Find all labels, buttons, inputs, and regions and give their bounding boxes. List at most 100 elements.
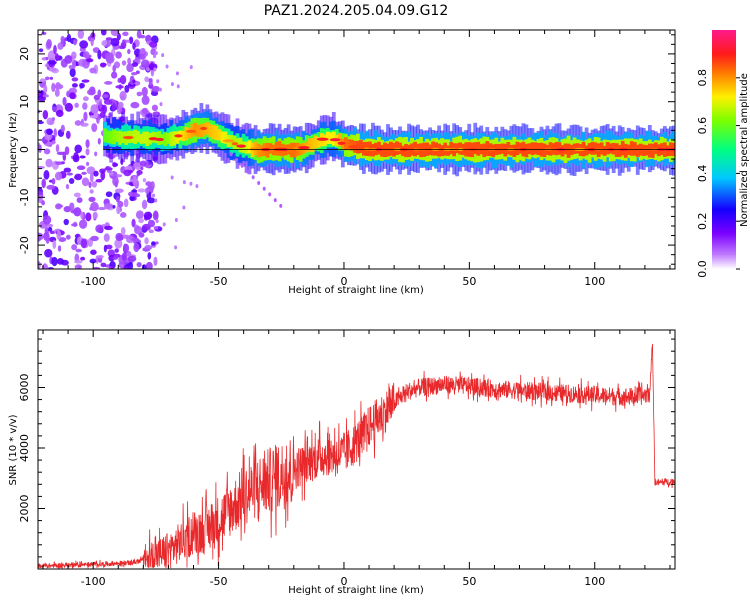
spectral-noise-point <box>51 256 58 267</box>
colorbar-tick-label: 0.8 <box>696 69 709 87</box>
ridge-cell <box>118 130 123 145</box>
spectral-noise-point <box>144 76 150 83</box>
spectral-noise-point <box>55 82 62 90</box>
spectral-noise-point <box>144 245 153 251</box>
spectral-noise-point <box>38 144 42 153</box>
colorbar-ticks: 0.0 0.2 0.4 0.6 0.8 <box>696 69 740 278</box>
ridge-cell <box>211 124 216 140</box>
spectral-noise-point <box>51 117 56 121</box>
spectral-noise-point <box>121 252 127 261</box>
spectral-noise-point <box>141 107 149 115</box>
spectral-noise-point <box>117 200 124 208</box>
spectral-noise-point <box>92 266 101 269</box>
spectral-noise-point <box>82 96 89 102</box>
spectral-noise-point <box>141 95 150 106</box>
spectral-noise-point <box>90 201 99 212</box>
spectral-noise-point <box>123 243 130 253</box>
ridge-cell <box>166 132 171 144</box>
spectral-noise-point <box>108 266 114 269</box>
ridge-peak <box>174 134 183 138</box>
spectral-noise-point <box>152 210 159 221</box>
spectral-noise-point <box>74 264 82 269</box>
spectral-noise-point <box>78 219 88 229</box>
ridge-cell <box>244 141 249 154</box>
spectral-noise-point <box>45 56 49 61</box>
ridge-cell <box>181 130 186 142</box>
spectral-noise-point <box>97 89 102 98</box>
spectral-noise-point <box>80 211 84 220</box>
spectral-noise-point <box>147 252 152 260</box>
spectral-noise-point <box>189 65 193 70</box>
spectral-noise-point <box>108 254 115 262</box>
spectral-noise-point <box>96 254 104 259</box>
spectral-noise-point <box>174 217 178 222</box>
spectral-noise-point <box>70 209 80 214</box>
spectrogram-xlabel: Height of straight line (km) <box>288 285 424 296</box>
ridge-cell <box>515 141 520 156</box>
spectral-noise-point <box>235 158 239 163</box>
spectral-noise-point <box>101 40 108 47</box>
spectral-noise-point <box>240 163 244 168</box>
spectral-noise-point <box>116 205 121 215</box>
ridge-peak <box>297 145 310 150</box>
ridge-cell <box>533 142 538 155</box>
spectral-noise-point <box>115 85 124 89</box>
spectral-noise-point <box>105 37 113 41</box>
spectral-noise-point <box>82 102 88 110</box>
ridge-cell <box>259 145 264 157</box>
spectral-noise-point <box>42 109 49 120</box>
spectral-noise-point <box>68 87 78 95</box>
spectral-noise-point <box>142 178 147 183</box>
ridge-cell <box>136 131 141 143</box>
spectral-noise-point <box>95 178 103 183</box>
ridge-cell <box>605 141 610 155</box>
spectrogram-ylabel: Frequency (Hz) <box>8 112 19 188</box>
spectral-noise-point <box>104 167 113 171</box>
spectral-noise-point <box>46 38 52 49</box>
spectral-noise-point <box>39 78 47 82</box>
spectral-noise-point <box>103 233 110 242</box>
snr-xtick-label: 0 <box>340 575 347 588</box>
spectral-noise-point <box>38 260 41 269</box>
spectral-noise-point <box>115 195 120 203</box>
ridge-cell <box>205 122 210 135</box>
ridge-cell <box>316 137 321 148</box>
spectral-noise-point <box>158 87 162 92</box>
spectral-noise-point <box>102 104 107 114</box>
spectral-noise-point <box>103 244 107 253</box>
spectral-noise-point <box>57 245 62 252</box>
spectral-noise-point <box>139 47 146 55</box>
ridge-cell <box>449 141 454 155</box>
spectral-noise-point <box>57 42 64 50</box>
spectral-noise-point <box>79 82 85 89</box>
ridge-cell <box>512 144 517 157</box>
spectral-noise-point <box>127 191 137 197</box>
spectrogram-heatmap <box>38 30 675 269</box>
spectral-noise-point <box>130 101 140 109</box>
spectral-noise-point <box>54 171 63 181</box>
spectral-noise-point <box>154 51 158 56</box>
ridge-cell <box>133 129 138 145</box>
spec-xtick-label: 0 <box>340 275 347 288</box>
spectral-noise-point <box>135 210 144 220</box>
ridge-cell <box>629 141 634 156</box>
spectral-noise-point <box>138 232 145 238</box>
spectral-noise-point <box>103 99 113 105</box>
spectral-noise-point <box>147 219 156 228</box>
spectral-noise-point <box>159 102 163 107</box>
spectral-noise-point <box>88 181 92 189</box>
spectral-noise-point <box>115 51 122 59</box>
spectral-noise-point <box>60 35 65 43</box>
spectral-noise-point <box>112 204 116 209</box>
spectral-noise-point <box>123 198 129 208</box>
spectral-noise-point <box>140 59 150 69</box>
spectral-noise-point <box>151 85 160 93</box>
spectral-noise-point <box>131 218 136 228</box>
spectral-noise-point <box>76 197 83 203</box>
colorbar-tick-label: 0.0 <box>696 260 709 278</box>
spectral-noise-point <box>71 223 78 227</box>
ridge-peak <box>348 145 360 149</box>
spectral-noise-point <box>131 72 138 76</box>
ridge-cell <box>503 143 508 157</box>
ridge-cell <box>193 122 198 136</box>
